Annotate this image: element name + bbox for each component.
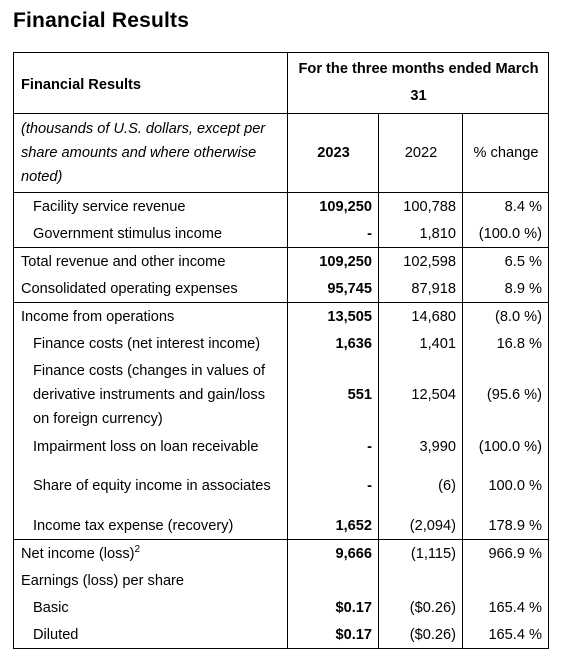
value-change: 8.9 % xyxy=(462,275,549,303)
row-label: Finance costs (net interest income) xyxy=(33,335,261,352)
value-change: 100.0 % xyxy=(462,460,549,512)
value-2022 xyxy=(378,567,463,594)
row-label: Facility service revenue xyxy=(33,198,186,215)
value-2022: 100,788 xyxy=(378,192,463,220)
row-label: Consolidated operating expenses xyxy=(21,280,238,297)
value-2023: 109,250 xyxy=(287,247,379,275)
value-2023: 1,652 xyxy=(287,512,379,540)
row-label: Income from operations xyxy=(21,308,175,325)
value-2023: $0.17 xyxy=(287,594,379,621)
table-row: Finance costs (net interest income) 1,63… xyxy=(14,330,549,357)
row-label: Share of equity income in associates xyxy=(33,478,271,494)
row-label: Income tax expense (recovery) xyxy=(33,517,234,534)
value-change: 966.9 % xyxy=(462,539,549,567)
value-2023: 95,745 xyxy=(287,275,379,303)
value-2023: 551 xyxy=(287,357,379,433)
value-2023 xyxy=(287,567,379,594)
period-header: For the three months ended March 31 xyxy=(287,52,549,114)
table-row: Income tax expense (recovery) 1,652 (2,0… xyxy=(13,512,549,540)
value-change: (100.0 %) xyxy=(462,220,549,248)
value-change: 165.4 % xyxy=(462,621,549,649)
value-2023: 1,636 xyxy=(287,330,379,357)
table-row: Diluted $0.17 ($0.26) 165.4 % xyxy=(14,621,549,649)
value-2022: (1,115) xyxy=(378,539,463,567)
value-change: (8.0 %) xyxy=(462,302,549,330)
value-change: 16.8 % xyxy=(462,330,549,357)
table-row: Earnings (loss) per share xyxy=(14,567,549,594)
value-2023: 109,250 xyxy=(287,192,379,220)
value-2023: 9,666 xyxy=(287,539,379,567)
row-label: Net income (loss) xyxy=(21,545,135,562)
col-header-2022: 2022 xyxy=(378,113,463,193)
page-title: Financial Results xyxy=(13,9,190,32)
row-label: Earnings (loss) per share xyxy=(21,572,185,589)
table-row: Total revenue and other income 109,250 1… xyxy=(14,247,549,275)
table-row: Government stimulus income - 1,810 (100.… xyxy=(13,220,549,248)
column-header-row: (thousands of U.S. dollars, except per s… xyxy=(13,113,549,193)
table-row: Income from operations 13,505 14,680 (8.… xyxy=(14,302,549,330)
value-2022: 1,401 xyxy=(378,330,463,357)
table-row: Facility service revenue 109,250 100,788… xyxy=(14,192,549,220)
value-2022: 87,918 xyxy=(378,275,463,303)
value-2023: 13,505 xyxy=(287,302,379,330)
value-2022: (6) xyxy=(378,460,463,512)
value-change: 6.5 % xyxy=(462,247,549,275)
value-2022: (2,094) xyxy=(378,512,463,540)
table-header-label: Financial Results xyxy=(21,77,142,93)
col-header-change: % change xyxy=(462,113,549,193)
row-label: Government stimulus income xyxy=(33,225,222,242)
table-row: Net income (loss)2 9,666 (1,115) 966.9 % xyxy=(14,539,549,568)
value-2022: 14,680 xyxy=(378,302,463,330)
table-row: Finance costs (changes in values of deri… xyxy=(14,357,549,433)
value-change: (95.6 %) xyxy=(462,357,549,433)
units-note: (thousands of U.S. dollars, except per s… xyxy=(21,121,266,185)
table-header-row: Financial Results For the three months e… xyxy=(13,52,549,114)
value-2023: - xyxy=(287,433,379,460)
value-2022: ($0.26) xyxy=(378,594,463,621)
col-header-2023: 2023 xyxy=(287,113,379,193)
table-row: Share of equity income in associates - (… xyxy=(14,460,549,512)
row-label: Diluted xyxy=(33,626,79,643)
table-row: Basic $0.17 ($0.26) 165.4 % xyxy=(14,594,549,621)
value-change: 8.4 % xyxy=(462,192,549,220)
value-2023: - xyxy=(287,460,379,512)
value-change xyxy=(462,567,549,594)
table-row: Consolidated operating expenses 95,745 8… xyxy=(13,275,549,303)
value-2022: ($0.26) xyxy=(378,621,463,649)
value-change: 165.4 % xyxy=(462,594,549,621)
row-label: Finance costs (changes in values of deri… xyxy=(33,363,266,427)
value-2022: 3,990 xyxy=(378,433,463,460)
value-2022: 102,598 xyxy=(378,247,463,275)
row-label: Total revenue and other income xyxy=(21,253,226,270)
value-2022: 12,504 xyxy=(378,357,463,433)
value-change: 178.9 % xyxy=(462,512,549,540)
row-label-cell: Net income (loss)2 xyxy=(14,540,288,568)
row-label: Impairment loss on loan receivable xyxy=(33,438,259,455)
row-label: Basic xyxy=(33,599,69,616)
value-change: (100.0 %) xyxy=(462,433,549,460)
value-2023: - xyxy=(287,220,379,248)
financial-results-table: Financial Results For the three months e… xyxy=(13,52,549,649)
value-2022: 1,810 xyxy=(378,220,463,248)
footnote-marker: 2 xyxy=(134,543,141,555)
table-row: Impairment loss on loan receivable - 3,9… xyxy=(14,433,549,460)
value-2023: $0.17 xyxy=(287,621,379,649)
